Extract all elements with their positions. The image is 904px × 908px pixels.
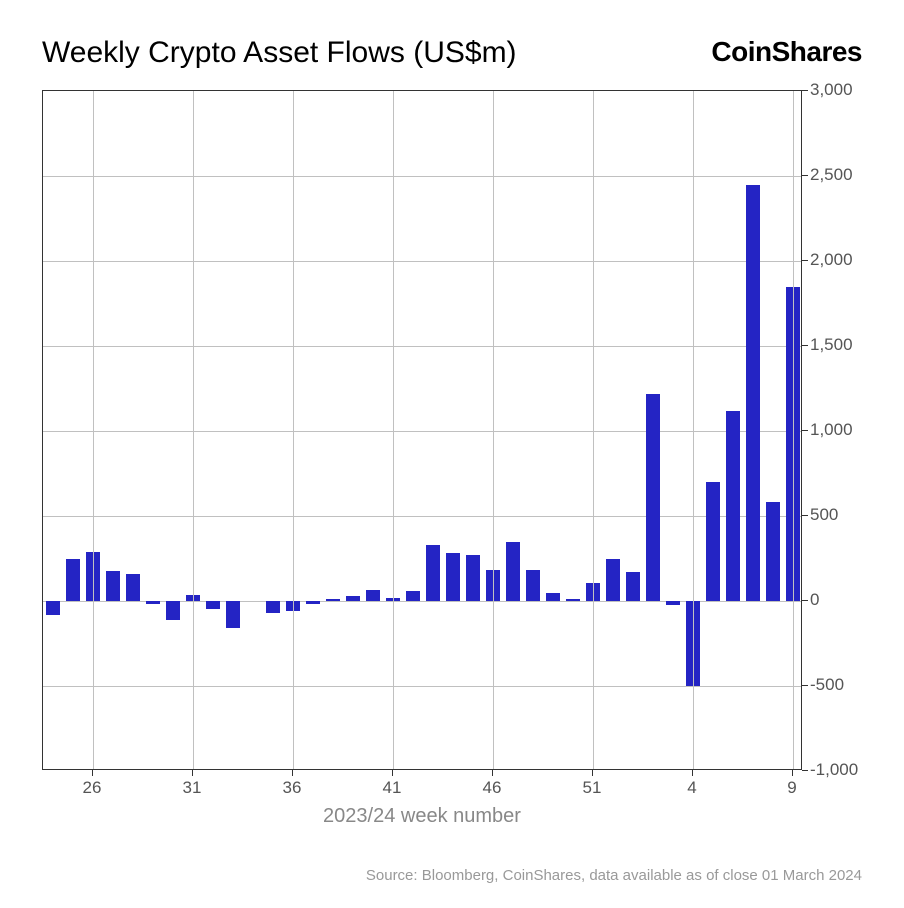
bar (106, 571, 120, 601)
bar (606, 559, 620, 602)
gridline-horizontal (43, 346, 801, 347)
gridline-vertical (93, 91, 94, 769)
x-tick-label: 9 (787, 778, 796, 798)
x-tick-mark (92, 770, 93, 776)
x-tick-mark (792, 770, 793, 776)
bar (766, 502, 780, 601)
bar (466, 555, 480, 601)
y-tick-mark (802, 515, 808, 516)
plot-area (42, 90, 802, 770)
x-tick-label: 31 (183, 778, 202, 798)
y-tick-label: 0 (810, 590, 819, 610)
gridline-horizontal (43, 176, 801, 177)
bar (626, 572, 640, 601)
y-tick-label: 500 (810, 505, 838, 525)
bar (506, 542, 520, 602)
x-tick-label: 36 (283, 778, 302, 798)
y-tick-mark (802, 90, 808, 91)
gridline-vertical (293, 91, 294, 769)
bar (46, 601, 60, 615)
gridline-vertical (793, 91, 794, 769)
gridline-vertical (693, 91, 694, 769)
bar (666, 601, 680, 605)
gridline-vertical (593, 91, 594, 769)
bar (126, 574, 140, 601)
gridline-horizontal (43, 261, 801, 262)
bar (346, 596, 360, 601)
y-tick-label: 1,000 (810, 420, 853, 440)
y-tick-mark (802, 600, 808, 601)
x-axis-title: 2023/24 week number (42, 805, 802, 828)
y-tick-label: -1,000 (810, 760, 858, 780)
y-tick-label: 2,000 (810, 250, 853, 270)
y-tick-label: 2,500 (810, 165, 853, 185)
y-tick-label: 1,500 (810, 335, 853, 355)
bar (446, 553, 460, 601)
bar (566, 599, 580, 601)
gridline-horizontal (43, 431, 801, 432)
bar (366, 590, 380, 601)
x-tick-label: 26 (83, 778, 102, 798)
gridline-vertical (393, 91, 394, 769)
bar (746, 185, 760, 602)
gridline-horizontal (43, 686, 801, 687)
bar (726, 411, 740, 601)
source-text: Source: Bloomberg, CoinShares, data avai… (366, 867, 862, 884)
bar (406, 591, 420, 601)
gridline-vertical (193, 91, 194, 769)
y-tick-mark (802, 260, 808, 261)
bar (426, 545, 440, 601)
x-tick-mark (692, 770, 693, 776)
gridline-horizontal (43, 516, 801, 517)
bar (146, 601, 160, 604)
x-tick-label: 46 (483, 778, 502, 798)
x-tick-mark (192, 770, 193, 776)
x-tick-mark (392, 770, 393, 776)
x-tick-mark (592, 770, 593, 776)
bar (706, 482, 720, 601)
bar (306, 601, 320, 604)
bar (266, 601, 280, 613)
y-tick-mark (802, 430, 808, 431)
y-tick-label: 3,000 (810, 80, 853, 100)
y-tick-mark (802, 175, 808, 176)
bar (526, 570, 540, 601)
bar (226, 601, 240, 628)
bar (66, 559, 80, 602)
y-tick-mark (802, 345, 808, 346)
bar (326, 599, 340, 601)
gridline-vertical (493, 91, 494, 769)
bar (206, 601, 220, 609)
x-tick-label: 51 (583, 778, 602, 798)
brand-logo: CoinShares (711, 36, 862, 68)
x-tick-mark (292, 770, 293, 776)
y-tick-mark (802, 685, 808, 686)
x-tick-label: 41 (383, 778, 402, 798)
bar (646, 394, 660, 601)
x-tick-label: 4 (687, 778, 696, 798)
bar (546, 593, 560, 601)
chart-container: 2023/24 week number -1,000-50005001,0001… (42, 90, 852, 810)
y-tick-mark (802, 770, 808, 771)
bar (166, 601, 180, 620)
y-tick-label: -500 (810, 675, 844, 695)
chart-title: Weekly Crypto Asset Flows (US$m) (42, 36, 517, 70)
x-tick-mark (492, 770, 493, 776)
